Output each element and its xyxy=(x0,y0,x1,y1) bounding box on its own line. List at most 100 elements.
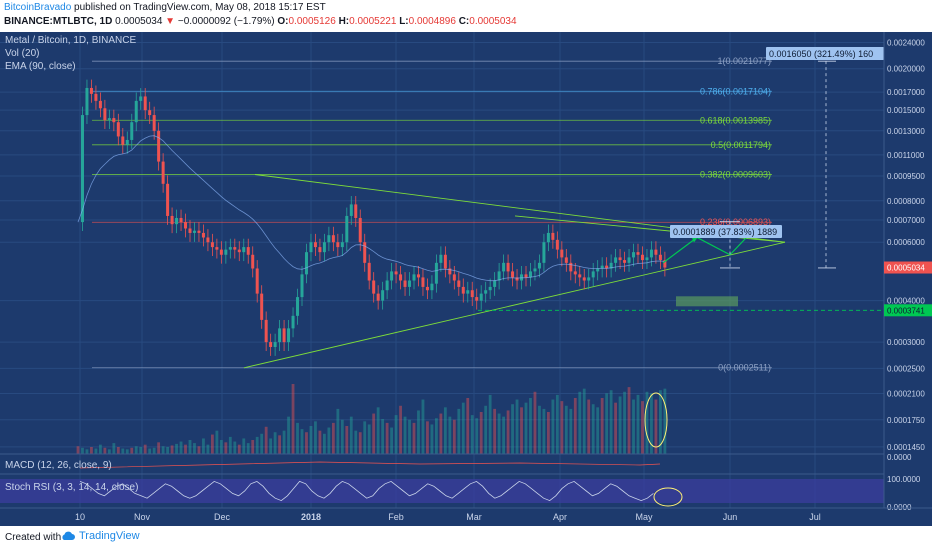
candle-body xyxy=(403,280,407,287)
cloud-icon xyxy=(62,531,75,540)
macd-legend[interactable]: MACD (12, 26, close, 9) xyxy=(5,460,112,471)
candle-body xyxy=(484,290,488,294)
ema-legend[interactable]: EMA (90, close) xyxy=(5,61,76,72)
volume-bar xyxy=(116,447,120,454)
volume-bar xyxy=(632,399,635,454)
candle-body xyxy=(439,254,443,263)
chart-canvas[interactable]: 1(0.0021077) 0.786(0.0017104) 0.618(0.0013… xyxy=(0,32,932,526)
volume-bar xyxy=(215,430,219,454)
volume-bar xyxy=(381,419,385,454)
time-axis-label: Feb xyxy=(388,512,404,522)
candle-body xyxy=(430,283,434,291)
volume-bar xyxy=(148,448,152,454)
main-legend-title[interactable]: Metal / Bitcoin, 1D, BINANCE xyxy=(5,35,137,46)
volume-bar xyxy=(184,444,187,454)
candle-body xyxy=(287,328,291,343)
volume-bar xyxy=(121,448,125,454)
volume-bar xyxy=(323,433,326,454)
candle-body xyxy=(475,297,479,301)
chart-header: BitcoinBravado published on TradingView.… xyxy=(0,0,932,32)
volume-bar xyxy=(538,405,541,454)
volume-bar xyxy=(76,446,80,454)
candle-body xyxy=(555,239,559,250)
volume-bar xyxy=(547,412,550,454)
candle-body xyxy=(148,110,152,116)
macd-axis-label: 0.0000 xyxy=(887,453,912,462)
volume-bar xyxy=(569,408,573,454)
candle-body xyxy=(524,274,528,278)
candle-body xyxy=(448,268,452,275)
volume-bar xyxy=(193,443,196,454)
volume-bar xyxy=(399,405,402,454)
volume-bar xyxy=(269,438,273,454)
stoch-band xyxy=(0,479,884,503)
measure-label-small: 0.0001889 (37.83%) 1889 xyxy=(673,227,777,237)
volume-bar xyxy=(152,447,156,454)
volume-bar xyxy=(309,426,313,454)
candle-body xyxy=(121,136,125,145)
candle-body xyxy=(466,290,470,294)
volume-bar xyxy=(211,434,214,454)
volume-bar xyxy=(390,427,393,454)
author-name[interactable]: BitcoinBravado xyxy=(4,2,72,13)
volume-bar xyxy=(224,442,228,454)
symbol-label[interactable]: BINANCE:MTLBTC, 1D xyxy=(4,16,113,27)
volume-bar xyxy=(345,426,349,454)
volume-bar xyxy=(130,447,134,454)
price-axis-label: 0.0001750 xyxy=(887,416,925,425)
volume-bar xyxy=(314,421,317,454)
candle-body xyxy=(170,215,174,225)
tradingview-link[interactable]: TradingView xyxy=(60,530,140,542)
candle-body xyxy=(80,115,84,223)
volume-bar xyxy=(139,447,143,454)
created-with-label: Created with xyxy=(5,532,62,543)
candle-body xyxy=(345,215,349,243)
candle-body xyxy=(488,286,492,291)
candle-body xyxy=(112,118,116,123)
candle-body xyxy=(152,115,156,131)
candle-body xyxy=(354,204,358,218)
candle-body xyxy=(107,118,111,121)
chart-pane[interactable]: 1(0.0021077) 0.786(0.0017104) 0.618(0.0013… xyxy=(0,32,932,526)
volume-bar xyxy=(197,446,201,454)
stoch-rsi-legend[interactable]: Stoch RSI (3, 3, 14, 14, close) xyxy=(5,482,139,493)
volume-bar xyxy=(435,418,438,454)
candle-body xyxy=(166,183,170,216)
candle-body xyxy=(385,280,389,291)
volume-bar xyxy=(206,444,210,454)
candle-body xyxy=(246,247,250,255)
candle-body xyxy=(394,271,398,275)
volume-bar xyxy=(412,422,416,454)
candle-body xyxy=(658,254,662,261)
candle-body xyxy=(175,217,179,225)
low-value: 0.0004896 xyxy=(408,16,456,27)
candle-body xyxy=(390,271,394,281)
volume-legend[interactable]: Vol (20) xyxy=(5,48,40,59)
volume-bar xyxy=(81,447,84,454)
volume-bar xyxy=(170,445,174,454)
price-axis-label: 0.0011000 xyxy=(887,151,925,160)
candle-body xyxy=(511,271,515,278)
volume-bar xyxy=(246,443,250,454)
volume-bar xyxy=(291,384,295,454)
open-value: 0.0005126 xyxy=(288,16,336,27)
fib-level-label: 1(0.0021077) xyxy=(717,56,771,66)
candle-body xyxy=(578,274,582,278)
volume-bar xyxy=(188,440,192,454)
price-axis-label: 0.0001450 xyxy=(887,443,925,452)
volume-bar xyxy=(376,407,380,454)
volume-bar xyxy=(614,402,617,454)
high-value: 0.0005221 xyxy=(349,16,397,27)
volume-bar xyxy=(403,416,407,454)
candle-body xyxy=(416,274,420,278)
volume-bar xyxy=(524,402,528,454)
volume-bar xyxy=(511,404,514,454)
candle-body xyxy=(224,249,228,255)
candle-body xyxy=(542,242,546,263)
candle-body xyxy=(260,293,264,320)
volume-bar xyxy=(520,407,523,454)
volume-bar xyxy=(349,416,353,454)
candle-body xyxy=(278,328,282,343)
candle-body xyxy=(632,252,636,258)
candle-body xyxy=(614,257,618,263)
